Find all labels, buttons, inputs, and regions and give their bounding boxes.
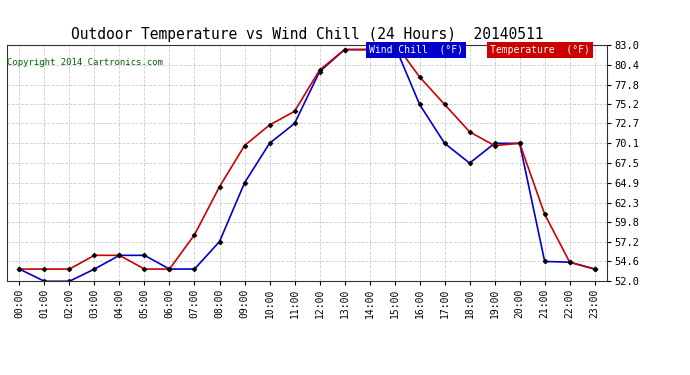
Text: Temperature  (°F): Temperature (°F)	[490, 45, 590, 55]
Text: Wind Chill  (°F): Wind Chill (°F)	[369, 45, 463, 55]
Text: Copyright 2014 Cartronics.com: Copyright 2014 Cartronics.com	[7, 58, 163, 67]
Title: Outdoor Temperature vs Wind Chill (24 Hours)  20140511: Outdoor Temperature vs Wind Chill (24 Ho…	[71, 27, 543, 42]
